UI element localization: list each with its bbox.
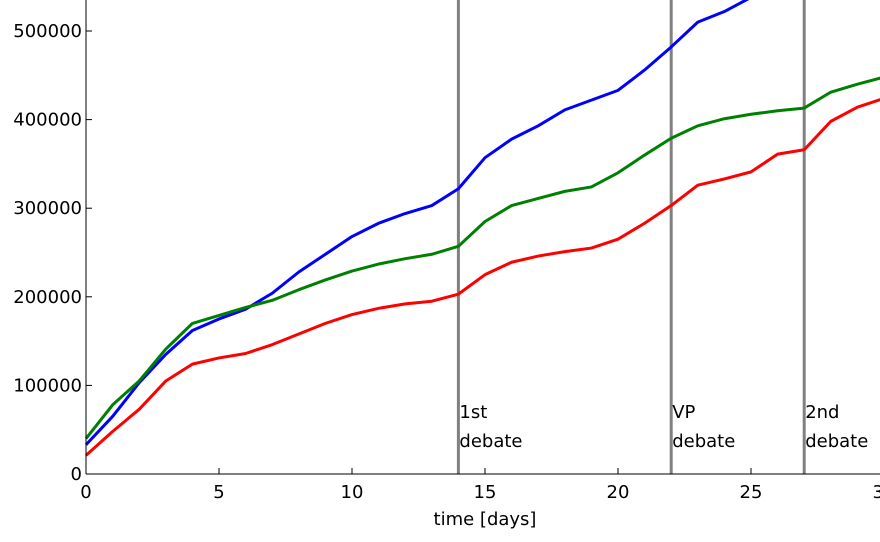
x-tick-label: 20 (607, 482, 630, 503)
event-label: 1st (459, 402, 487, 423)
series-line (84, 0, 750, 446)
y-tick-label: 400000 (13, 110, 82, 131)
x-tick-label: 25 (740, 482, 763, 503)
series-line (84, 76, 880, 440)
y-tick-label: 200000 (13, 287, 82, 308)
y-tick-label: 0 (71, 464, 82, 485)
y-tick-label: 100000 (13, 375, 82, 396)
x-tick-label: 10 (341, 482, 364, 503)
x-tick-label: 15 (474, 482, 497, 503)
y-tick-label: 300000 (13, 198, 82, 219)
x-axis-label: time [days] (434, 509, 537, 530)
x-tick-label: 5 (213, 482, 224, 503)
event-label: debate (672, 431, 735, 452)
event-label: 2nd (805, 402, 839, 423)
y-tick-label: 500000 (13, 21, 82, 42)
event-label: VP (672, 402, 695, 423)
event-label: debate (805, 431, 868, 452)
event-label: debate (459, 431, 522, 452)
x-tick-label: 30 (873, 482, 880, 503)
x-tick-label: 0 (80, 482, 91, 503)
series-line (84, 98, 880, 457)
